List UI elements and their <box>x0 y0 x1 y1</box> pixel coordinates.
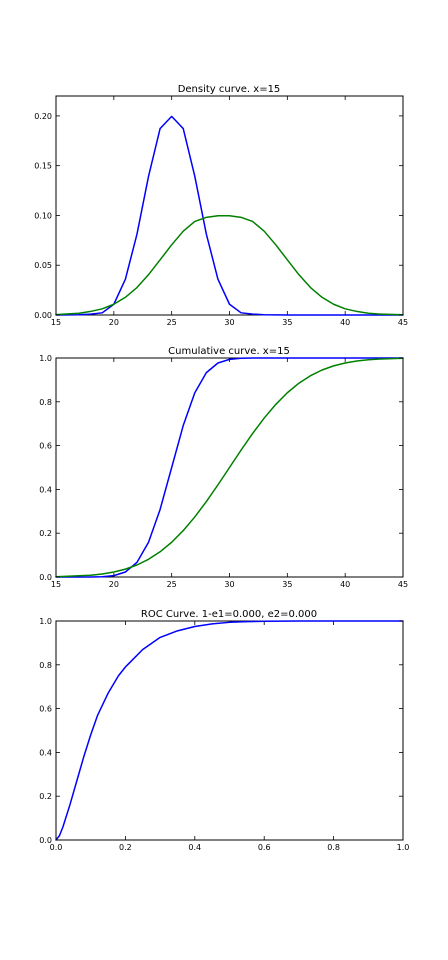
roc-ytick-label: 0.4 <box>39 748 52 757</box>
density-series-1-line <box>55 215 404 316</box>
roc-xtick-label: 0.0 <box>50 843 63 852</box>
roc-ytick-label: 0.6 <box>39 705 52 714</box>
roc-xtick-label: 0.4 <box>188 843 201 852</box>
roc-chart: ROC Curve. 1-e1=0.000, e2=0.000 0.0 0.2 0.… <box>39 609 409 852</box>
roc-ytick-label: 0.2 <box>39 792 52 801</box>
cumulative-xtick-label: 20 <box>109 580 119 589</box>
cumulative-xtick-label: 40 <box>340 580 350 589</box>
roc-xtick-label: 0.6 <box>258 843 271 852</box>
density-ytick-label: 0.20 <box>34 112 52 121</box>
density-ytick-label: 0.05 <box>34 261 52 270</box>
cumulative-ytick-label: 0.2 <box>39 529 52 538</box>
roc-ytick-label: 0.8 <box>39 661 52 670</box>
cumulative-chart-title: Cumulative curve. x=15 <box>168 346 290 357</box>
cumulative-xtick-label: 15 <box>51 580 61 589</box>
density-ytick-label: 0.10 <box>34 211 52 220</box>
density-chart: Density curve. x=15 15 20 25 30 35 40 45 0.00 0.… <box>34 84 408 327</box>
cumulative-xtick-label: 30 <box>224 580 234 589</box>
density-xtick-label: 30 <box>224 318 234 327</box>
cumulative-series-1-line <box>55 357 404 578</box>
cumulative-ytick-label: 1.0 <box>39 354 52 363</box>
density-xtick-label: 45 <box>398 318 408 327</box>
density-xtick-label: 35 <box>282 318 292 327</box>
density-xtick-label: 40 <box>340 318 350 327</box>
cumulative-xtick-label: 35 <box>282 580 292 589</box>
roc-xtick-label: 0.8 <box>327 843 340 852</box>
roc-xtick-label: 0.2 <box>119 843 132 852</box>
cumulative-xtick-label: 25 <box>167 580 177 589</box>
density-chart-title: Density curve. x=15 <box>178 84 281 95</box>
roc-ytick-label: 0.0 <box>39 836 52 845</box>
cumulative-ytick-label: 0.8 <box>39 398 52 407</box>
roc-ytick-label: 1.0 <box>39 617 52 626</box>
cumulative-xtick-label: 45 <box>398 580 408 589</box>
density-xtick-label: 15 <box>51 318 61 327</box>
roc-series-0-line <box>55 620 404 841</box>
cumulative-series-0-line <box>55 357 404 578</box>
cumulative-ytick-label: 0.4 <box>39 485 52 494</box>
density-ytick-label: 0.15 <box>34 162 52 171</box>
roc-xtick-label: 1.0 <box>397 843 410 852</box>
cumulative-ytick-label: 0.0 <box>39 573 52 582</box>
cumulative-chart: Cumulative curve. x=15 15 20 25 30 35 40 45 0.0… <box>39 346 408 589</box>
density-ytick-label: 0.00 <box>34 311 52 320</box>
density-xtick-label: 25 <box>167 318 177 327</box>
cumulative-ytick-label: 0.6 <box>39 442 52 451</box>
density-xtick-label: 20 <box>109 318 119 327</box>
density-series-0-line <box>55 115 404 316</box>
roc-plot-frame <box>55 620 404 841</box>
roc-chart-title: ROC Curve. 1-e1=0.000, e2=0.000 <box>141 609 317 620</box>
